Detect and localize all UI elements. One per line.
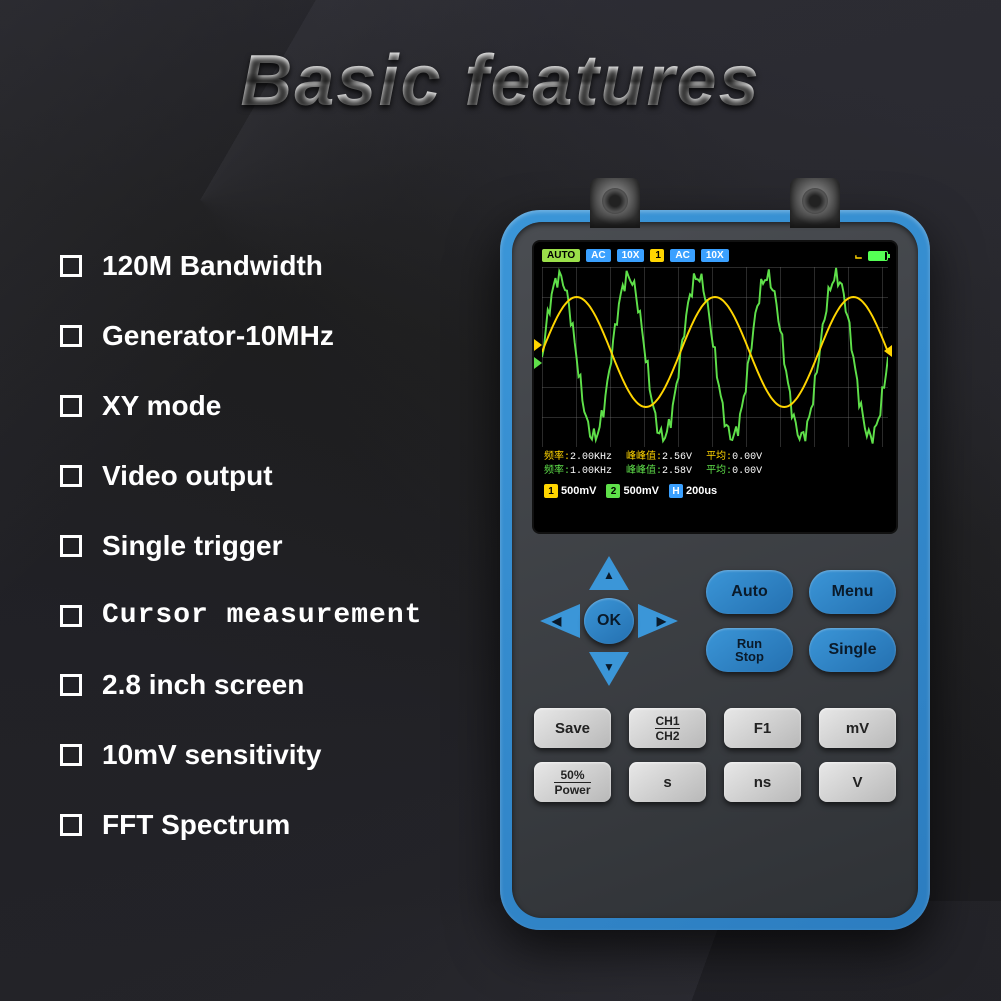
oscilloscope-device: AUTO AC 10X 1 AC 10X ⨽ 频 <box>500 210 930 950</box>
dpad-left-button[interactable] <box>540 604 580 638</box>
menu-button[interactable]: Menu <box>809 570 896 614</box>
feature-item: 10mV sensitivity <box>60 739 422 771</box>
feature-item: Cursor measurement <box>60 600 422 631</box>
bnc-connector-left <box>590 178 640 228</box>
f1-button[interactable]: F1 <box>724 708 801 748</box>
x10-badge-2: 10X <box>701 249 729 262</box>
feature-item: FFT Spectrum <box>60 809 422 841</box>
trigger-edge-icon: ⨽ <box>855 248 862 263</box>
scale-bar: 1500mV 2500mV H200us <box>534 479 896 503</box>
ok-button[interactable]: OK <box>584 598 634 644</box>
screen-status-bar: AUTO AC 10X 1 AC 10X ⨽ <box>534 242 896 265</box>
v-button[interactable]: V <box>819 762 896 802</box>
x10-badge: 10X <box>617 249 645 262</box>
page-title: Basic features <box>240 40 760 122</box>
ns-button[interactable]: ns <box>724 762 801 802</box>
dpad-down-button[interactable] <box>589 652 629 686</box>
keypad: OK Auto Menu Run Stop Single Save CH1CH2… <box>534 556 896 802</box>
feature-item: 120M Bandwidth <box>60 250 422 282</box>
ch2-marker-icon <box>534 357 542 369</box>
auto-badge: AUTO <box>542 249 580 262</box>
ac-badge-2: AC <box>670 249 694 262</box>
feature-list: 120M Bandwidth Generator-10MHz XY mode V… <box>60 250 422 879</box>
dpad-right-button[interactable] <box>638 604 678 638</box>
feature-item: Single trigger <box>60 530 422 562</box>
feature-item: Video output <box>60 460 422 492</box>
ch1-ch2-button[interactable]: CH1CH2 <box>629 708 706 748</box>
s-button[interactable]: s <box>629 762 706 802</box>
save-button[interactable]: Save <box>534 708 611 748</box>
waveform-area <box>542 267 888 447</box>
oscilloscope-screen: AUTO AC 10X 1 AC 10X ⨽ 频 <box>534 242 896 532</box>
ac-badge: AC <box>586 249 610 262</box>
single-button[interactable]: Single <box>809 628 896 672</box>
ch-badge: 1 <box>650 249 664 262</box>
run-stop-button[interactable]: Run Stop <box>706 628 793 672</box>
feature-item: Generator-10MHz <box>60 320 422 352</box>
bnc-connector-right <box>790 178 840 228</box>
mv-button[interactable]: mV <box>819 708 896 748</box>
ch1-marker-icon <box>534 339 542 351</box>
dpad: OK <box>534 556 684 686</box>
battery-icon <box>868 251 888 261</box>
measurement-readout: 频率:2.00KHz 峰峰值:2.56V 平均:0.00V 频率:1.00KHz… <box>534 447 896 479</box>
auto-button[interactable]: Auto <box>706 570 793 614</box>
waveform-svg <box>542 267 888 447</box>
feature-item: XY mode <box>60 390 422 422</box>
feature-item: 2.8 inch screen <box>60 669 422 701</box>
dpad-up-button[interactable] <box>589 556 629 590</box>
fifty-power-button[interactable]: 50%Power <box>534 762 611 802</box>
